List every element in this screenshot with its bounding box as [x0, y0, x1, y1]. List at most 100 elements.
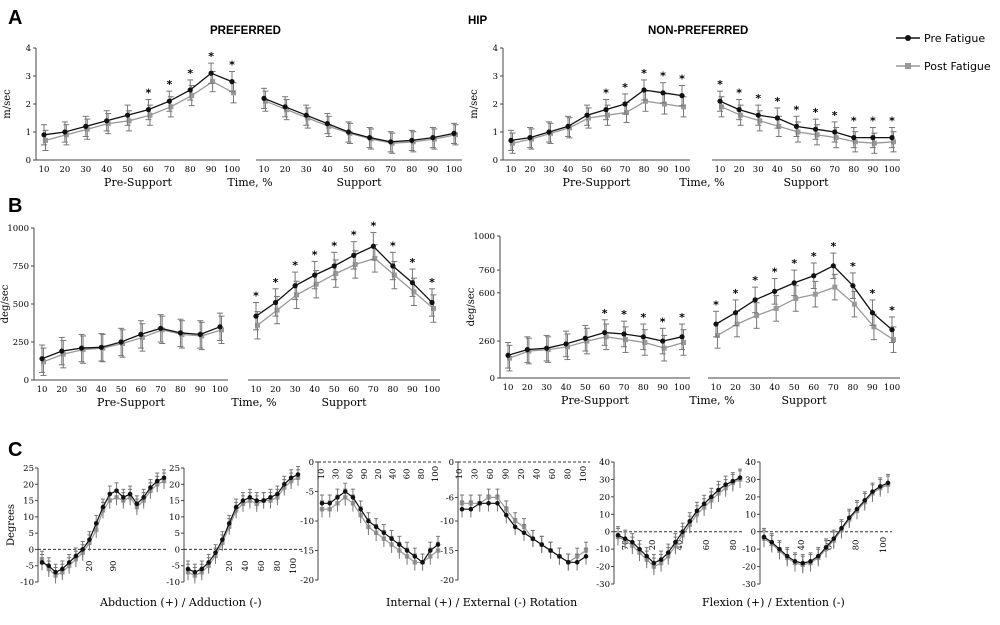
x-tick-label: 100 — [884, 165, 900, 175]
post-point — [105, 121, 111, 127]
significance-star: * — [813, 106, 819, 119]
pre-point — [679, 334, 685, 340]
pre-point — [331, 263, 337, 269]
y-tick-label: 0 — [24, 376, 29, 386]
x-tick-label: 60 — [346, 469, 356, 480]
pre-point — [397, 542, 402, 547]
x-tick-label: 40 — [563, 165, 574, 175]
pre-point — [644, 553, 650, 559]
pre-point — [548, 548, 553, 553]
panel-letter-c: C — [8, 439, 22, 461]
x-tick-label: 20 — [56, 385, 67, 395]
pre-point — [792, 559, 798, 564]
pre-point — [477, 501, 483, 506]
y-axis-label: Degrees — [6, 504, 17, 546]
pre-point — [98, 344, 104, 350]
y-tick-label: 10 — [599, 510, 610, 520]
pre-series-line — [719, 100, 892, 139]
header-non-preferred: NON-PREFERRED — [648, 25, 748, 37]
x-tick-label: 20 — [734, 165, 745, 175]
post-series-line — [322, 496, 439, 563]
pre-point — [177, 330, 184, 336]
pre-point — [62, 129, 68, 135]
pre-point — [831, 536, 837, 541]
post-series-line — [721, 106, 894, 144]
pre-point — [261, 95, 267, 101]
pre-point — [717, 98, 723, 104]
pre-point — [41, 132, 47, 138]
significance-star: * — [603, 87, 609, 100]
pre-point — [603, 107, 609, 113]
x-tick-label: 80 — [847, 383, 858, 393]
y-tick-label: 250 — [13, 338, 29, 348]
x-tick-label: 60 — [348, 385, 359, 395]
post-point — [352, 261, 358, 267]
significance-star: * — [292, 259, 298, 272]
x-tick-label: 20 — [522, 383, 533, 393]
pre-point — [584, 112, 590, 118]
y-tick-label: -5 — [306, 488, 314, 498]
y-tick-label: 0 — [490, 374, 495, 384]
significance-star: * — [390, 239, 396, 252]
pre-point — [640, 334, 646, 340]
pre-point — [208, 70, 214, 76]
significance-star: * — [736, 87, 742, 100]
y-tick-label: 15 — [23, 497, 34, 507]
y-tick-label: 1000 — [7, 224, 29, 234]
pre-point — [121, 495, 126, 500]
pre-point — [823, 545, 829, 550]
significance-star: * — [208, 50, 214, 63]
significance-star: * — [717, 78, 723, 91]
pre-point — [138, 331, 144, 337]
pre-point — [701, 501, 707, 507]
x-label-support: Support — [321, 396, 367, 409]
pre-point — [83, 123, 89, 129]
significance-star: * — [733, 287, 739, 300]
post-point — [147, 112, 153, 118]
y-tick-label: 3 — [493, 72, 498, 82]
x-tick-label: 90 — [195, 385, 206, 395]
post-point — [231, 90, 236, 96]
pre-point — [429, 299, 435, 306]
x-label-pre-support: Pre-Support — [561, 394, 629, 407]
pre-point — [141, 495, 146, 500]
pre-point — [451, 130, 457, 136]
post-point — [719, 104, 724, 110]
significance-star: * — [851, 115, 857, 128]
x-tick-label: 100 — [674, 165, 690, 175]
pre-point — [281, 481, 287, 487]
post-point — [431, 306, 436, 312]
x-tick-label: 80 — [175, 385, 186, 395]
post-point — [871, 140, 877, 146]
x-tick-label: 100 — [446, 165, 462, 175]
pre-point — [505, 352, 511, 358]
y-tick-label: 1000 — [473, 232, 495, 242]
pre-point — [335, 495, 340, 500]
post-series-line — [265, 100, 456, 144]
x-tick-label: 40 — [772, 165, 783, 175]
x-tick-label: 70 — [829, 165, 840, 175]
pre-point — [409, 280, 416, 286]
pre-point — [373, 524, 379, 530]
post-point — [871, 324, 877, 330]
pre-point — [651, 560, 657, 566]
post-point — [891, 337, 896, 343]
y-tick-label: 3 — [26, 72, 31, 82]
y-tick-label: 15 — [169, 497, 180, 507]
pre-point — [60, 566, 65, 572]
post-point — [603, 334, 609, 340]
pre-point — [777, 546, 782, 552]
y-tick-label: 40 — [599, 458, 610, 468]
pre-point — [158, 325, 164, 331]
y-axis-label: deg/sec — [0, 284, 11, 323]
x-tick-label: 90 — [206, 165, 217, 175]
pre-point — [660, 338, 666, 344]
significance-star: * — [794, 103, 800, 116]
x-tick-label: 100 — [224, 165, 240, 175]
x-tick-label: 30 — [290, 385, 301, 395]
pre-point — [197, 331, 203, 337]
pre-point — [546, 129, 552, 135]
pre-point — [187, 87, 193, 93]
x-label-time: Time, % — [679, 176, 724, 189]
